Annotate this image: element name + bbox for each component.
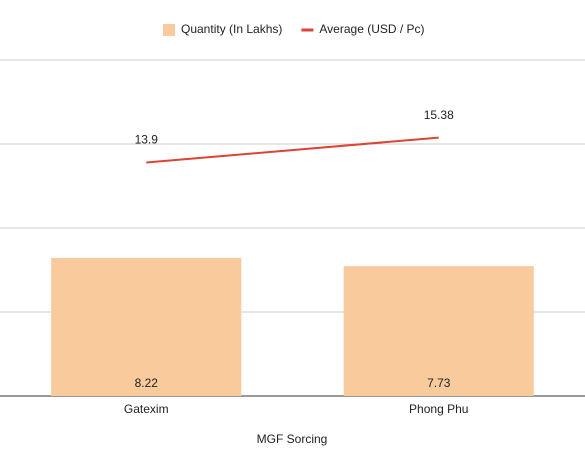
line (146, 136, 439, 164)
data-label: 13.9 (135, 133, 159, 147)
x-axis-title: MGF Sorcing (257, 432, 328, 446)
x-tick-label: Phong Phu (409, 402, 468, 416)
data-label: 15.38 (424, 108, 454, 122)
legend-label: Average (USD / Pc) (319, 22, 424, 36)
bar (51, 257, 242, 396)
x-tick-label: Gatexim (124, 402, 169, 416)
data-label: 8.22 (135, 376, 159, 390)
bar (343, 266, 534, 396)
legend-label: Quantity (In Lakhs) (181, 22, 282, 36)
legend-swatch (163, 24, 175, 36)
data-label: 7.73 (427, 376, 451, 390)
